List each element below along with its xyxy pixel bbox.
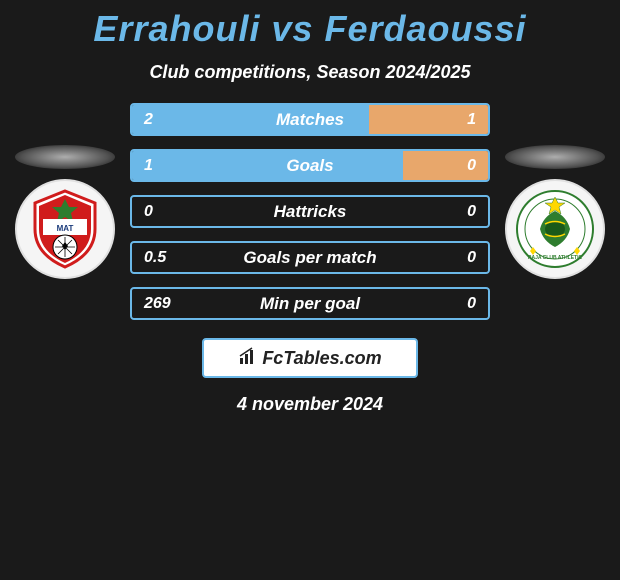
stat-right-value: 0 (467, 157, 476, 175)
comparison-panel: Errahouli vs Ferdaoussi Club competition… (0, 0, 620, 415)
stat-right-value: 0 (467, 249, 476, 267)
right-club-crest: RAJA CLUB ATHLETIC (515, 189, 595, 269)
stats-column: 2 Matches 1 1 Goals 0 0 Hattricks 0 (130, 103, 490, 320)
content-row: MAT 2 Matches 1 1 (0, 103, 620, 320)
left-club-badge[interactable]: MAT (15, 179, 115, 279)
logo-text: FcTables.com (262, 348, 381, 369)
stat-label: Goals per match (243, 248, 376, 268)
stat-left-value: 269 (144, 295, 171, 313)
stat-left-value: 1 (144, 157, 153, 175)
fctables-logo[interactable]: FcTables.com (202, 338, 418, 378)
stat-row-matches: 2 Matches 1 (130, 103, 490, 136)
right-club-badge[interactable]: RAJA CLUB ATHLETIC (505, 179, 605, 279)
subtitle: Club competitions, Season 2024/2025 (0, 62, 620, 83)
svg-text:MAT: MAT (57, 224, 74, 233)
page-title: Errahouli vs Ferdaoussi (0, 8, 620, 50)
left-club-crest: MAT (25, 189, 105, 269)
date-text: 4 november 2024 (0, 394, 620, 415)
stat-fill-left (132, 151, 403, 180)
stat-left-value: 0.5 (144, 249, 166, 267)
stat-row-goals: 1 Goals 0 (130, 149, 490, 182)
stat-right-value: 1 (467, 111, 476, 129)
right-badge-column: RAJA CLUB ATHLETIC (500, 145, 610, 279)
stat-label: Min per goal (260, 294, 360, 314)
stat-left-value: 0 (144, 203, 153, 221)
shadow-ellipse-left (15, 145, 115, 169)
shadow-ellipse-right (505, 145, 605, 169)
stat-label: Hattricks (274, 202, 347, 222)
stat-label: Matches (276, 110, 344, 130)
stat-label: Goals (286, 156, 333, 176)
chart-icon (238, 346, 258, 371)
stat-row-min-per-goal: 269 Min per goal 0 (130, 287, 490, 320)
stat-right-value: 0 (467, 203, 476, 221)
svg-text:RAJA CLUB ATHLETIC: RAJA CLUB ATHLETIC (528, 255, 583, 261)
stat-row-goals-per-match: 0.5 Goals per match 0 (130, 241, 490, 274)
left-badge-column: MAT (10, 145, 120, 279)
stat-right-value: 0 (467, 295, 476, 313)
stat-left-value: 2 (144, 111, 153, 129)
stat-row-hattricks: 0 Hattricks 0 (130, 195, 490, 228)
